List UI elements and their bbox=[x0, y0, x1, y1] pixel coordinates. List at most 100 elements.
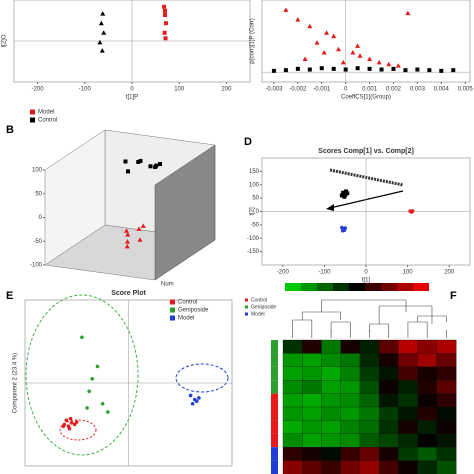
heat-cell bbox=[417, 353, 438, 368]
legend-label: Geniposide bbox=[251, 304, 277, 310]
heat-cell bbox=[436, 380, 457, 395]
point bbox=[331, 33, 337, 39]
side-wall bbox=[154, 144, 216, 281]
heat-cell bbox=[436, 339, 457, 354]
heat-cell bbox=[378, 353, 399, 368]
legend-swatch bbox=[30, 117, 35, 123]
row-group bbox=[271, 366, 278, 381]
point bbox=[163, 8, 168, 13]
heat-cell bbox=[321, 460, 342, 474]
color-scale bbox=[285, 283, 301, 291]
panel-label: D bbox=[244, 136, 252, 148]
heat-cell bbox=[302, 420, 322, 435]
color-scale bbox=[365, 283, 381, 291]
heat-cell bbox=[436, 433, 457, 448]
color-scale bbox=[349, 283, 365, 291]
x-tick-label: -100 bbox=[79, 87, 92, 93]
row-group bbox=[271, 407, 278, 421]
heat-cell bbox=[282, 353, 303, 368]
x-tick-label: 0.004 bbox=[434, 87, 450, 93]
heat-cell bbox=[321, 380, 342, 395]
point bbox=[124, 228, 129, 233]
heat-cell bbox=[436, 366, 457, 381]
heat-cell bbox=[398, 380, 419, 395]
heat-cell bbox=[340, 353, 361, 368]
ellipse bbox=[59, 419, 97, 441]
point bbox=[395, 63, 401, 68]
row-group bbox=[271, 420, 278, 434]
heat-cell bbox=[321, 433, 342, 448]
point bbox=[324, 30, 330, 35]
point bbox=[162, 4, 167, 9]
color-scale bbox=[413, 283, 429, 291]
row-group bbox=[271, 447, 278, 461]
left-wall bbox=[44, 129, 106, 266]
color-scale bbox=[397, 283, 413, 291]
point bbox=[100, 401, 105, 406]
x-tick-label: 0.005 bbox=[458, 87, 474, 93]
heat-cell bbox=[378, 406, 399, 421]
row-group bbox=[271, 380, 278, 394]
z-axis-label: Num bbox=[161, 282, 174, 288]
heat-cell bbox=[282, 393, 303, 408]
z-tick-label: 100 bbox=[32, 168, 43, 174]
point bbox=[90, 377, 95, 381]
point bbox=[283, 7, 289, 12]
point bbox=[307, 23, 313, 29]
chart-title: Scores Comp[1] vs. Comp[2] bbox=[318, 148, 414, 155]
heat-cell bbox=[417, 406, 438, 421]
arrow bbox=[329, 168, 404, 187]
point bbox=[136, 226, 142, 231]
legend-label: Control bbox=[38, 118, 57, 124]
heat-cell bbox=[321, 353, 342, 368]
legend-label: Control bbox=[178, 300, 197, 306]
x-tick-label: 200 bbox=[444, 270, 455, 276]
point bbox=[427, 68, 432, 73]
heat-cell bbox=[436, 393, 457, 408]
heat-cell bbox=[340, 420, 361, 435]
point bbox=[97, 39, 103, 45]
x-tick-label: 100 bbox=[174, 87, 185, 93]
ellipse bbox=[175, 363, 229, 393]
point bbox=[355, 66, 360, 71]
point bbox=[195, 399, 199, 404]
heat-cell bbox=[398, 353, 419, 368]
heat-cell bbox=[321, 447, 342, 462]
point bbox=[355, 43, 361, 48]
x-tick-label: -0.003 bbox=[265, 87, 283, 93]
heat-cell bbox=[398, 433, 419, 448]
heat-cell bbox=[302, 339, 322, 354]
y-tick-label: 0 bbox=[256, 209, 260, 215]
row-group bbox=[271, 340, 278, 354]
x-tick-label: 0.001 bbox=[362, 87, 378, 93]
heat-cell bbox=[302, 460, 322, 474]
heat-cell bbox=[282, 380, 303, 395]
heat-cell bbox=[378, 447, 399, 462]
plot-frame bbox=[261, 0, 471, 83]
point bbox=[125, 239, 130, 244]
heat-cell bbox=[436, 420, 457, 435]
point bbox=[64, 418, 69, 423]
heat-cell bbox=[359, 433, 380, 448]
point bbox=[125, 232, 131, 237]
x-axis-label: t[1] bbox=[362, 278, 371, 284]
point bbox=[339, 193, 344, 198]
ellipse bbox=[25, 294, 139, 456]
point bbox=[163, 13, 168, 18]
heat-cell bbox=[302, 393, 322, 408]
point bbox=[331, 66, 336, 71]
row-group bbox=[271, 353, 278, 367]
heat-cell bbox=[282, 433, 303, 448]
row-group bbox=[271, 393, 278, 407]
heat-cell bbox=[378, 393, 399, 408]
point bbox=[376, 59, 382, 65]
heat-cell bbox=[417, 433, 438, 448]
x-axis-label: t[1]P bbox=[126, 95, 138, 101]
heat-cell bbox=[359, 406, 380, 421]
heat-cell bbox=[378, 420, 399, 435]
point bbox=[342, 194, 347, 199]
heat-cell bbox=[378, 433, 399, 448]
x-tick-label: -0.001 bbox=[313, 87, 331, 93]
x-axis-label: CoeffCS[1](Group) bbox=[341, 95, 391, 101]
